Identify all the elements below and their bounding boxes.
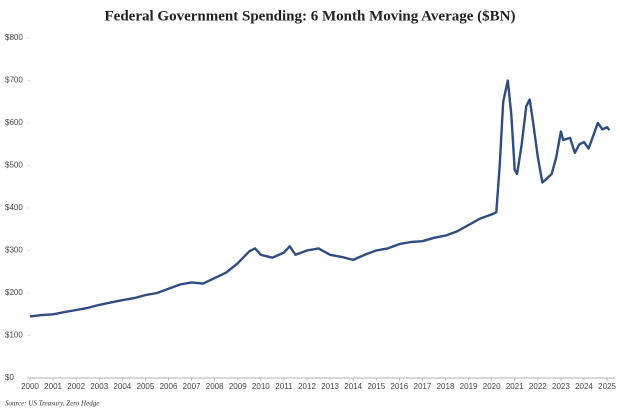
x-tick-label: 2012 xyxy=(298,382,316,391)
x-tick-label: 2001 xyxy=(44,382,62,391)
y-tick-label: $600 xyxy=(5,118,23,127)
chart-title: Federal Government Spending: 6 Month Mov… xyxy=(105,8,516,24)
x-tick-label: 2011 xyxy=(275,382,293,391)
x-tick-label: 2022 xyxy=(529,382,547,391)
x-tick-label: 2013 xyxy=(321,382,339,391)
x-tick-label: 2018 xyxy=(437,382,455,391)
x-tick-label: 2002 xyxy=(67,382,85,391)
y-tick-label: $400 xyxy=(5,203,23,212)
x-tick-label: 2003 xyxy=(90,382,108,391)
y-tick-label: $800 xyxy=(5,33,23,42)
x-tick-label: 2000 xyxy=(21,382,39,391)
x-tick-label: 2015 xyxy=(367,382,385,391)
x-tick-label: 2006 xyxy=(160,382,178,391)
x-tick-label: 2007 xyxy=(183,382,201,391)
x-tick-label: 2017 xyxy=(414,382,432,391)
x-tick-label: 2020 xyxy=(483,382,501,391)
x-tick-label: 2008 xyxy=(206,382,224,391)
data-line xyxy=(29,79,611,318)
y-tick-label: $0 xyxy=(5,373,14,382)
x-tick-label: 2023 xyxy=(552,382,570,391)
x-tick-label: 2024 xyxy=(575,382,593,391)
y-tick-label: $100 xyxy=(5,331,23,340)
x-tick-label: 2004 xyxy=(113,382,131,391)
x-tick-label: 2009 xyxy=(229,382,247,391)
x-tick-label: 2019 xyxy=(460,382,478,391)
x-tick-label: 2005 xyxy=(137,382,155,391)
x-tick-label: 2025 xyxy=(598,382,616,391)
y-tick-label: $500 xyxy=(5,161,23,170)
y-tick-label: $700 xyxy=(5,76,23,85)
x-tick-label: 2014 xyxy=(344,382,362,391)
y-tick-label: $200 xyxy=(5,288,23,297)
x-tick-label: 2010 xyxy=(252,382,270,391)
source-note: Source: US Treasury, Zero Hedge xyxy=(5,400,99,408)
y-tick-label: $300 xyxy=(5,246,23,255)
x-tick-label: 2016 xyxy=(390,382,408,391)
x-tick-label: 2021 xyxy=(506,382,524,391)
